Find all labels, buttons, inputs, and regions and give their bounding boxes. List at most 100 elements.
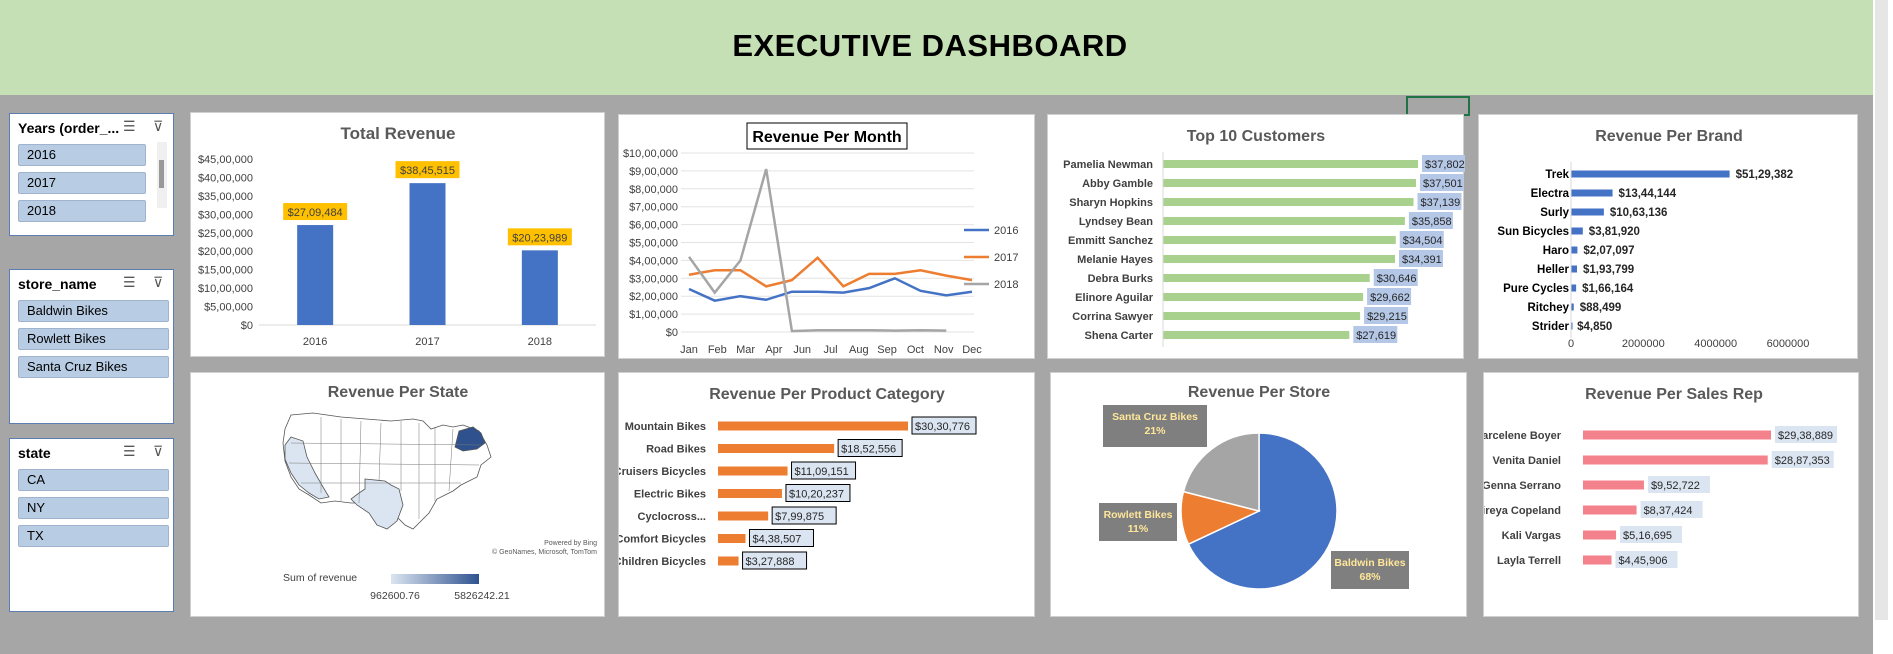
bar [1163,160,1418,168]
x-tick-label: Apr [765,344,782,356]
slicer-item-ny[interactable]: NY [18,497,169,519]
revenue-per-store-chart[interactable]: Revenue Per Store Baldwin Bikes 68% Rowlett… [1050,372,1467,617]
category-label: Ritchey [1527,302,1569,314]
revenue-per-category-chart[interactable]: Revenue Per Product Category Mountain Bik… [618,372,1035,617]
bar [718,421,908,431]
revenue-per-state-map[interactable]: Revenue Per State Sum of revenue 962600.76… [190,372,605,617]
data-label: $4,38,507 [752,534,801,546]
data-label: $9,52,722 [1651,480,1700,492]
y-tick-label: $20,00,000 [198,246,253,258]
multi-select-icon[interactable]: ☰ [123,118,136,134]
slicer-item-rowlett[interactable]: Rowlett Bikes [18,328,169,350]
category-label: Marcelene Boyer [1484,430,1562,442]
state-border [290,442,482,446]
data-label-percent: 11% [1128,523,1149,535]
multi-select-icon[interactable]: ☰ [123,443,136,459]
bar [1163,217,1405,225]
x-tick-label: 2017 [415,336,439,348]
y-tick-label: $1,00,000 [629,309,678,321]
revenue-per-brand-chart[interactable]: Revenue Per Brand Trek $51,29,382 Electra $1… [1478,114,1858,359]
slicer-title: Years (order_... [18,120,120,136]
data-label-box [283,203,348,221]
data-label-name: Rowlett Bikes [1104,509,1173,521]
x-tick-label: Sep [877,344,897,356]
us-map [282,412,492,530]
data-label: $51,29,382 [1736,169,1794,181]
slicer-item-baldwin[interactable]: Baldwin Bikes [18,300,169,322]
y-tick-label: $2,00,000 [629,291,678,303]
bar [718,556,739,566]
data-label-name: Baldwin Bikes [1334,557,1405,569]
bar [1163,236,1396,244]
data-label: $34,391 [1402,254,1442,266]
category-label: Mountain Bikes [625,421,706,433]
vertical-scrollbar[interactable] [1873,0,1893,654]
total-revenue-chart[interactable]: Total Revenue $0 $5,00,000 $10,00,000 $15,00… [190,112,605,357]
revenue-per-rep-chart[interactable]: Revenue Per Sales Rep Marcelene Boyer $29,… [1483,372,1859,617]
bar [297,225,334,325]
map-credit: © GeoNames, Microsoft, TomTom [492,548,597,556]
x-tick-label: Aug [849,344,869,356]
chart-title: Revenue Per Product Category [709,386,945,403]
clear-filter-icon[interactable]: ⊽ [153,118,164,134]
selected-cell[interactable] [1406,96,1470,116]
category-label: Kali Vargas [1502,530,1561,542]
y-tick-label: $15,00,000 [198,265,253,277]
clear-filter-icon[interactable]: ⊽ [153,443,164,459]
bar [1571,246,1578,254]
data-label-box [1775,426,1837,443]
data-label: $7,99,875 [775,511,824,523]
data-label-box [1364,307,1409,324]
bar [1571,284,1577,292]
years-slicer[interactable]: Years (order_... ☰ ⊽ 2016 2017 2018 [9,113,174,236]
data-label: $5,16,695 [1623,530,1672,542]
legend-bar [391,574,479,584]
slicer-item-2016[interactable]: 2016 [18,144,146,166]
revenue-per-month-chart[interactable]: Revenue Per Month $0 $1,00,000 $2,00,000 $3,… [618,114,1035,359]
slicer-item-santa-cruz[interactable]: Santa Cruz Bikes [18,356,169,378]
slicer-item-ca[interactable]: CA [18,469,169,491]
scrollbar-track[interactable] [1875,0,1888,620]
slicer-item-tx[interactable]: TX [18,525,169,547]
x-tick-label: Oct [907,344,924,356]
data-label: $13,44,144 [1619,188,1677,200]
data-label-box [1099,503,1177,541]
data-label: $3,27,888 [746,556,795,568]
state-ca [284,436,330,500]
data-label-box [1399,231,1444,248]
bar [718,466,788,476]
multi-select-icon[interactable]: ☰ [123,274,136,290]
store-slicer[interactable]: store_name ☰ ⊽ Baldwin Bikes Rowlett Bik… [9,269,174,424]
x-tick-label: 2016 [303,336,327,348]
bar [1163,293,1364,301]
legend-min: 962600.76 [370,590,420,602]
category-label: Mireya Copeland [1484,505,1561,517]
category-label: Melanie Hayes [1077,254,1153,266]
state-slicer[interactable]: state ☰ ⊽ CA NY TX [9,438,174,612]
data-label-box [791,461,857,480]
data-label-percent: 21% [1144,425,1166,437]
chart-title: Total Revenue [341,124,456,143]
clear-filter-icon[interactable]: ⊽ [153,274,164,290]
data-label-box [1353,326,1398,343]
bar [1163,255,1395,263]
bar [409,183,446,325]
data-label-box [1417,193,1462,210]
slicer-item-2017[interactable]: 2017 [18,172,146,194]
chart-title: Top 10 Customers [1187,128,1326,145]
slicer-item-2018[interactable]: 2018 [18,200,146,222]
slicer-scrollbar[interactable] [157,142,167,208]
x-tick-label: 2018 [528,336,552,348]
data-label: $1,93,799 [1583,264,1634,276]
y-tick-label: $0 [666,327,678,339]
legend-label: 2018 [994,279,1018,291]
data-label-box [395,161,460,179]
y-tick-label: $7,00,000 [629,202,678,214]
top-customers-chart[interactable]: Top 10 Customers Pamelia Newman $37,802 Abb… [1047,114,1465,359]
data-label: $88,499 [1580,302,1622,314]
data-label: $2,07,097 [1583,245,1634,257]
series-line-2017 [688,255,973,288]
slicer-scroll-thumb[interactable] [159,160,164,188]
data-label: $10,20,237 [789,489,844,501]
legend-title: Sum of revenue [283,572,357,584]
